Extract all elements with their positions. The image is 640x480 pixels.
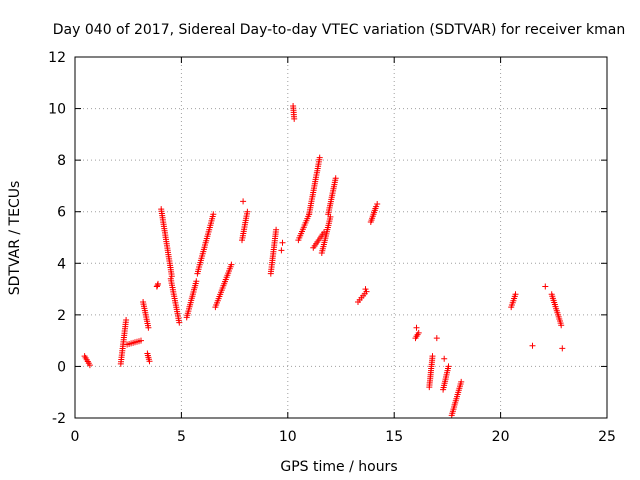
data-point <box>273 226 280 233</box>
data-point <box>123 317 130 323</box>
y-tick-label: 0 <box>57 359 66 375</box>
data-point <box>441 355 448 362</box>
grid <box>75 57 607 418</box>
y-tick-label: 6 <box>57 205 66 221</box>
data-point <box>168 273 175 280</box>
plot-frame <box>74 56 608 419</box>
axis-ticks: 0 5 10 15 20 25 -2 0 2 4 6 8 10 12 <box>48 50 616 445</box>
data-point <box>373 203 380 210</box>
data-point <box>559 345 566 352</box>
data-point <box>433 335 440 342</box>
data-point <box>279 239 286 246</box>
data-point <box>415 329 422 336</box>
data-point <box>316 154 323 161</box>
x-tick-label: 0 <box>71 429 80 445</box>
data-point <box>529 342 536 349</box>
y-tick-label: 8 <box>57 153 66 169</box>
data-point <box>240 198 247 205</box>
x-tick-label: 10 <box>279 429 297 445</box>
data-point <box>542 283 549 290</box>
data-point <box>374 201 381 207</box>
y-axis-label: SDTVAR / TECUs <box>7 181 23 296</box>
data-point <box>278 247 285 254</box>
y-tick-label: 10 <box>48 102 66 118</box>
x-tick-label: 15 <box>385 429 403 445</box>
data-point <box>155 280 161 287</box>
data-point <box>413 324 420 331</box>
data-point <box>193 278 200 285</box>
plot-area <box>81 103 566 419</box>
y-tick-label: -2 <box>52 411 66 427</box>
data-point <box>291 115 298 122</box>
x-axis-label: GPS time / hours <box>280 459 397 475</box>
data-point <box>332 175 339 182</box>
x-tick-label: 5 <box>177 429 186 445</box>
y-tick-label: 4 <box>57 256 66 272</box>
data-point <box>429 353 436 360</box>
data-point <box>362 286 369 293</box>
data-point <box>244 208 251 215</box>
data-point <box>558 322 565 329</box>
data-point <box>228 261 235 268</box>
x-tick-label: 20 <box>492 429 510 445</box>
data-point <box>145 324 152 331</box>
data-point <box>458 378 465 385</box>
data-point <box>512 291 519 298</box>
y-tick-label: 2 <box>57 308 66 324</box>
y-tick-label: 12 <box>48 50 66 66</box>
data-point <box>86 362 93 369</box>
data-point <box>153 283 160 290</box>
data-point <box>445 363 452 370</box>
data-point <box>138 337 144 344</box>
data-point <box>210 211 217 218</box>
chart-title: Day 040 of 2017, Sidereal Day-to-day VTE… <box>53 22 625 38</box>
data-point <box>146 358 153 365</box>
x-tick-label: 25 <box>598 429 616 445</box>
data-point <box>176 319 183 326</box>
